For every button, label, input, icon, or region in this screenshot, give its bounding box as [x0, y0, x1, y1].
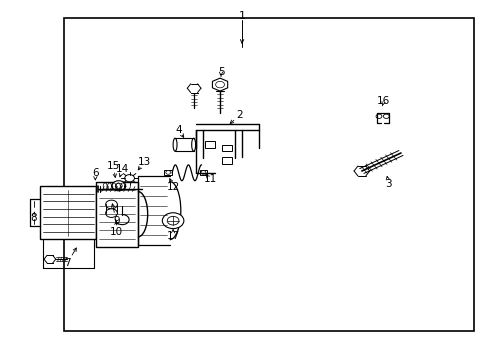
- Text: 10: 10: [110, 227, 122, 237]
- Text: 2: 2: [236, 110, 243, 120]
- Ellipse shape: [173, 138, 177, 151]
- Text: 13: 13: [137, 157, 151, 167]
- Text: 7: 7: [64, 258, 71, 268]
- Text: 8: 8: [30, 213, 37, 223]
- Text: 5: 5: [217, 67, 224, 77]
- Circle shape: [201, 171, 205, 174]
- Text: 17: 17: [166, 231, 180, 241]
- Text: 4: 4: [175, 125, 182, 135]
- Text: 12: 12: [166, 182, 180, 192]
- Bar: [222, 157, 232, 164]
- Circle shape: [375, 114, 381, 118]
- Ellipse shape: [191, 138, 195, 151]
- Circle shape: [162, 213, 183, 229]
- Text: 16: 16: [376, 96, 390, 106]
- Text: 9: 9: [113, 216, 120, 226]
- Circle shape: [105, 209, 117, 217]
- Bar: [175, 138, 193, 151]
- Bar: [40, 186, 96, 239]
- Bar: [199, 170, 207, 175]
- Bar: [222, 145, 232, 151]
- Circle shape: [165, 171, 170, 174]
- Text: 3: 3: [385, 179, 391, 189]
- Circle shape: [383, 114, 388, 118]
- Circle shape: [105, 200, 117, 209]
- Text: 14: 14: [115, 164, 129, 174]
- Bar: [164, 170, 172, 175]
- Bar: [63, 18, 473, 331]
- Circle shape: [124, 175, 134, 182]
- Circle shape: [215, 81, 224, 88]
- Circle shape: [115, 183, 122, 188]
- Text: 15: 15: [106, 161, 120, 171]
- Text: 11: 11: [203, 174, 217, 184]
- Text: 1: 1: [238, 11, 245, 21]
- Text: 6: 6: [92, 168, 99, 178]
- Bar: [96, 182, 138, 247]
- Circle shape: [167, 216, 179, 225]
- Circle shape: [112, 181, 125, 191]
- Bar: [205, 141, 215, 148]
